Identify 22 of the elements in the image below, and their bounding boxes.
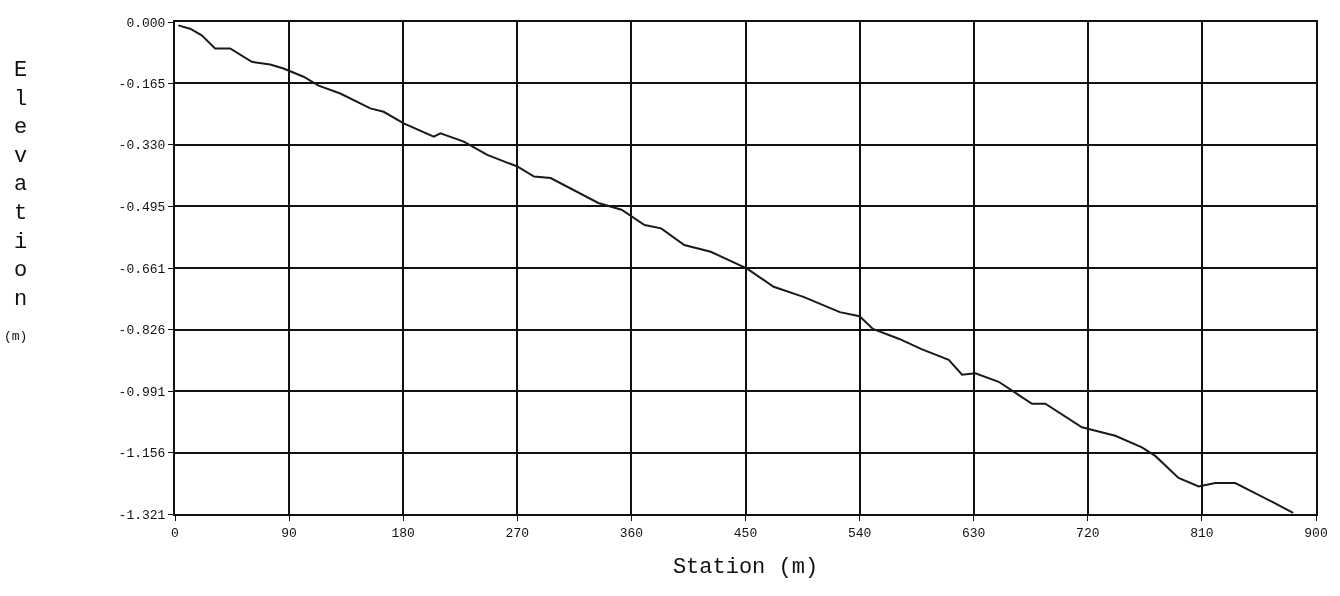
y-tick-label: -1.156 xyxy=(118,446,166,462)
y-tick-label: -0.330 xyxy=(118,138,166,154)
x-tick-label: 180 xyxy=(391,525,415,541)
y-tick-label: -0.165 xyxy=(118,77,166,92)
x-tick-label: 810 xyxy=(1190,525,1214,541)
text: Elevation (m) xyxy=(4,58,28,344)
x-tick-label: 900 xyxy=(1304,525,1328,541)
y-tick-label: -0.991 xyxy=(118,384,166,400)
x-axis-title: Station (m) xyxy=(672,555,819,580)
x-tick-label: 630 xyxy=(962,525,986,541)
y-tick-label: -0.826 xyxy=(118,323,166,339)
y-tick-label: -0.661 xyxy=(118,261,166,277)
y-tick-label: -0.495 xyxy=(118,199,166,215)
x-tick-label: 360 xyxy=(619,525,644,541)
x-tick-label: 450 xyxy=(733,525,758,541)
x-tick-label: 90 xyxy=(281,525,297,541)
x-tick-label: 0 xyxy=(171,525,179,541)
y-tick-label: 0.000 xyxy=(126,15,166,31)
x-tick-label: 270 xyxy=(505,525,529,541)
y-tick-label: -1.321 xyxy=(118,507,166,523)
x-tick-label: 540 xyxy=(847,525,872,541)
x-tick-label: 720 xyxy=(1076,525,1100,541)
